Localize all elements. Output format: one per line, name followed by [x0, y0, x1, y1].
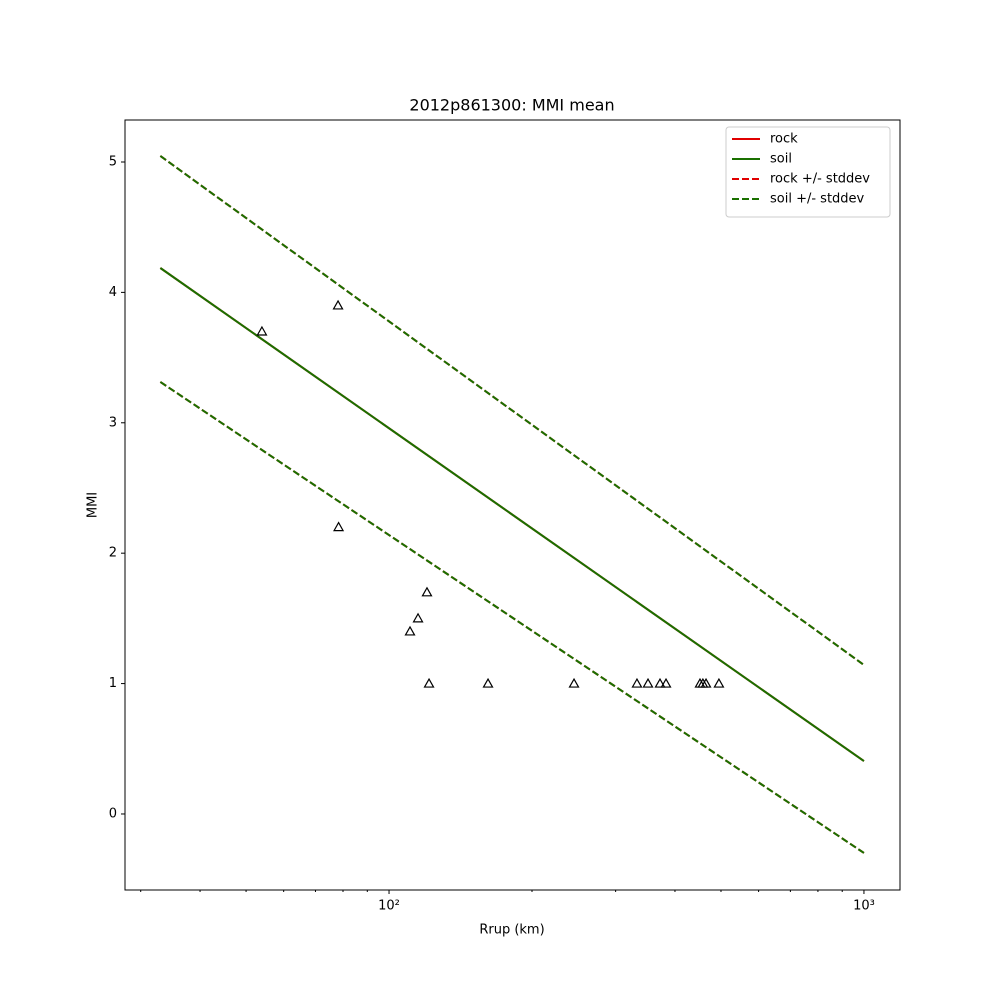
x-tick-label: 10²: [378, 899, 400, 914]
legend-label: soil +/- stddev: [770, 192, 865, 207]
y-tick-label: 0: [109, 806, 117, 821]
chart-title: 2012p861300: MMI mean: [409, 96, 614, 115]
y-tick-label: 3: [109, 415, 117, 430]
legend-label: rock +/- stddev: [770, 172, 870, 187]
series-line: [159, 155, 865, 666]
plot-frame: [124, 119, 901, 891]
y-tick-label: 1: [109, 676, 117, 691]
y-tick-label: 4: [109, 285, 117, 300]
data-point: [412, 612, 424, 623]
data-point: [631, 677, 643, 688]
x-tick-label: 10³: [853, 899, 875, 914]
y-axis-label: MMI: [86, 492, 101, 518]
legend-label: rock: [770, 132, 798, 147]
data-point: [654, 677, 666, 688]
y-tick-label: 5: [109, 154, 117, 169]
data-point: [660, 677, 672, 688]
data-point: [713, 677, 725, 688]
data-point: [404, 625, 416, 636]
series-line: [159, 381, 865, 854]
data-point: [482, 677, 494, 688]
data-point: [700, 677, 712, 688]
data-point: [421, 586, 433, 597]
data-point: [332, 299, 344, 310]
data-point: [642, 677, 654, 688]
data-point: [423, 677, 435, 688]
data-point: [333, 521, 345, 532]
x-axis-label: Rrup (km): [479, 923, 544, 938]
legend-box: [725, 126, 891, 218]
series-line: [159, 267, 865, 762]
legend-label: soil: [770, 152, 792, 167]
data-point: [568, 677, 580, 688]
y-tick-label: 2: [109, 546, 117, 561]
data-point: [256, 325, 268, 336]
